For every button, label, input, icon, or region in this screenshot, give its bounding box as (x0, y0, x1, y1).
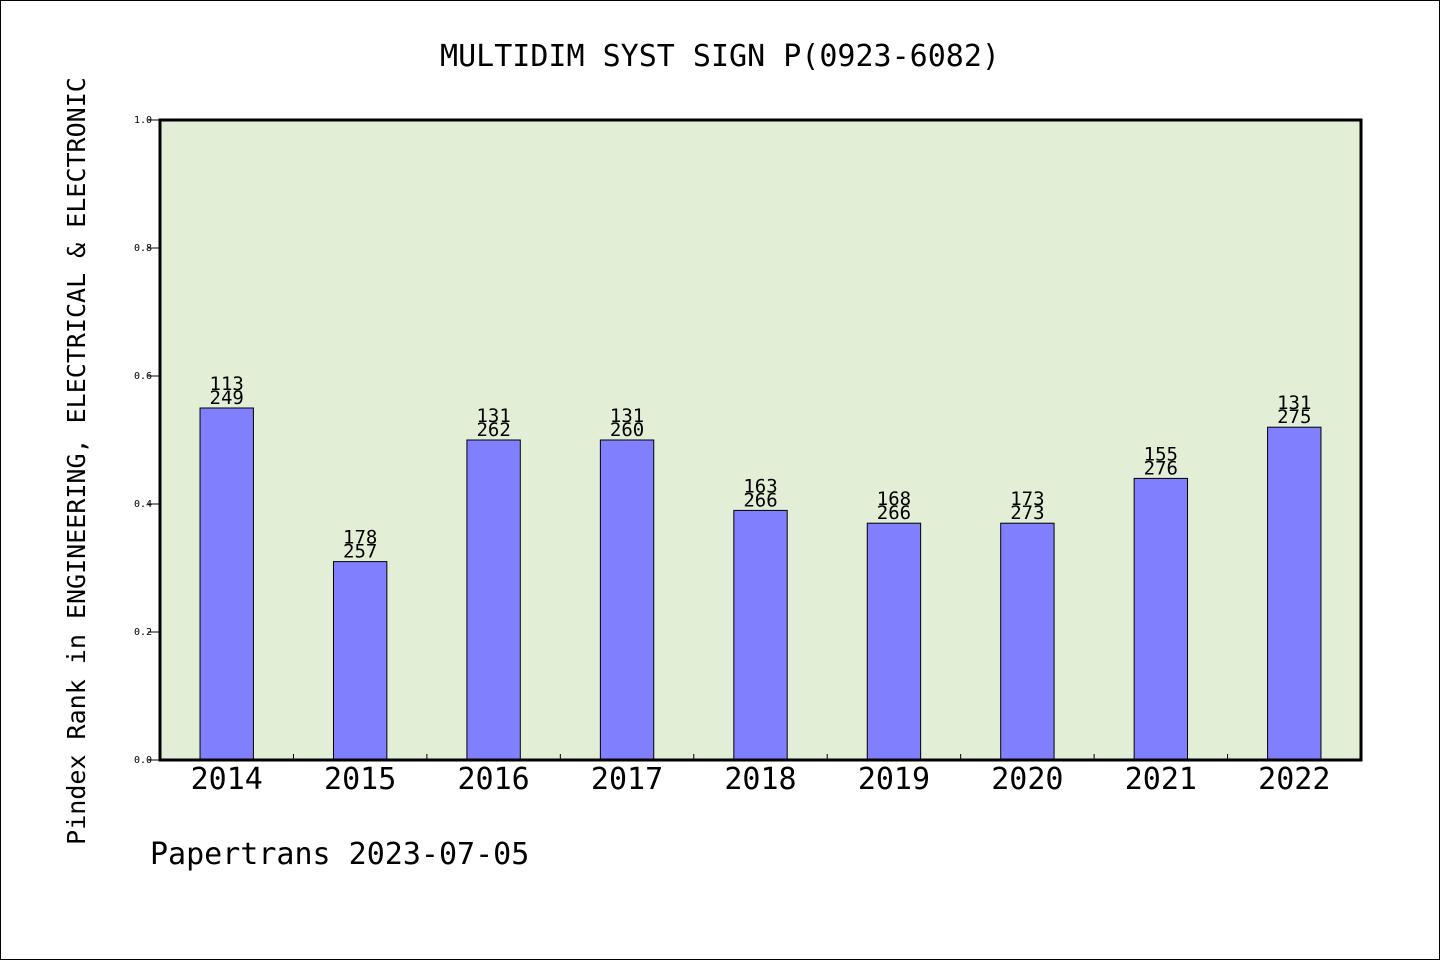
x-tick-label: 2020 (991, 762, 1063, 797)
bar-label-top: 173 (1010, 488, 1044, 510)
bar-label-top: 131 (610, 405, 644, 427)
bar-label-top: 163 (743, 475, 777, 497)
bar-label-bottom: 266 (877, 502, 911, 524)
y-axis-label: Pindex Rank in ENGINEERING, ELECTRICAL &… (62, 77, 91, 845)
x-tick-label: 2022 (1258, 762, 1330, 797)
y-tick-label: 0.8 (134, 243, 152, 254)
x-tick-label: 2018 (724, 762, 796, 797)
bar-label-top: 168 (877, 488, 911, 510)
x-tick-label: 2014 (191, 762, 263, 797)
bar (599, 439, 655, 761)
x-tick-label: 2015 (324, 762, 396, 797)
bar-label-bottom: 249 (210, 387, 244, 409)
bar-label-top: 131 (476, 405, 510, 427)
bar (733, 509, 788, 761)
bar (1267, 426, 1322, 761)
bar-label-bottom: 262 (476, 419, 510, 441)
y-tick-label: 0.4 (134, 499, 152, 510)
footer-text: Papertrans 2023-07-05 (150, 837, 529, 872)
bar-label-bottom: 276 (1144, 457, 1178, 479)
y-tick-label: 0.2 (134, 627, 152, 638)
bar-label-bottom: 257 (343, 541, 377, 563)
chart-title: MULTIDIM SYST SIGN P(0923-6082) (440, 39, 1000, 74)
y-tick-label: 0.0 (134, 755, 152, 766)
bar-label-bottom: 260 (610, 419, 644, 441)
bar-label-bottom: 275 (1277, 406, 1311, 428)
bars-group (199, 407, 1322, 761)
bar-label-bottom: 273 (1010, 502, 1044, 524)
y-tick-label: 1.0 (134, 115, 152, 126)
bar-label-bottom: 266 (743, 489, 777, 511)
bar (1000, 522, 1055, 761)
bar (1133, 477, 1189, 761)
x-tick-label: 2017 (591, 762, 663, 797)
x-tick-label: 2021 (1125, 762, 1197, 797)
bar (866, 522, 922, 761)
bar (199, 407, 254, 761)
bar-label-top: 131 (1277, 392, 1311, 414)
y-tick-label: 0.6 (134, 371, 152, 382)
bar-label-top: 178 (343, 527, 377, 549)
bar (332, 561, 388, 761)
x-tick-label: 2019 (858, 762, 930, 797)
plot-frame (158, 118, 1363, 762)
x-tick-label: 2016 (457, 762, 529, 797)
y-axis: 0.0 0.2 0.4 0.6 0.8 1.0 (134, 115, 160, 766)
bar-label-top: 155 (1144, 443, 1178, 465)
x-axis: 2014 2015 2016 2017 2018 2019 2020 2021 2022 (191, 754, 1330, 797)
bar (466, 439, 521, 761)
bar-label-top: 113 (210, 373, 244, 395)
